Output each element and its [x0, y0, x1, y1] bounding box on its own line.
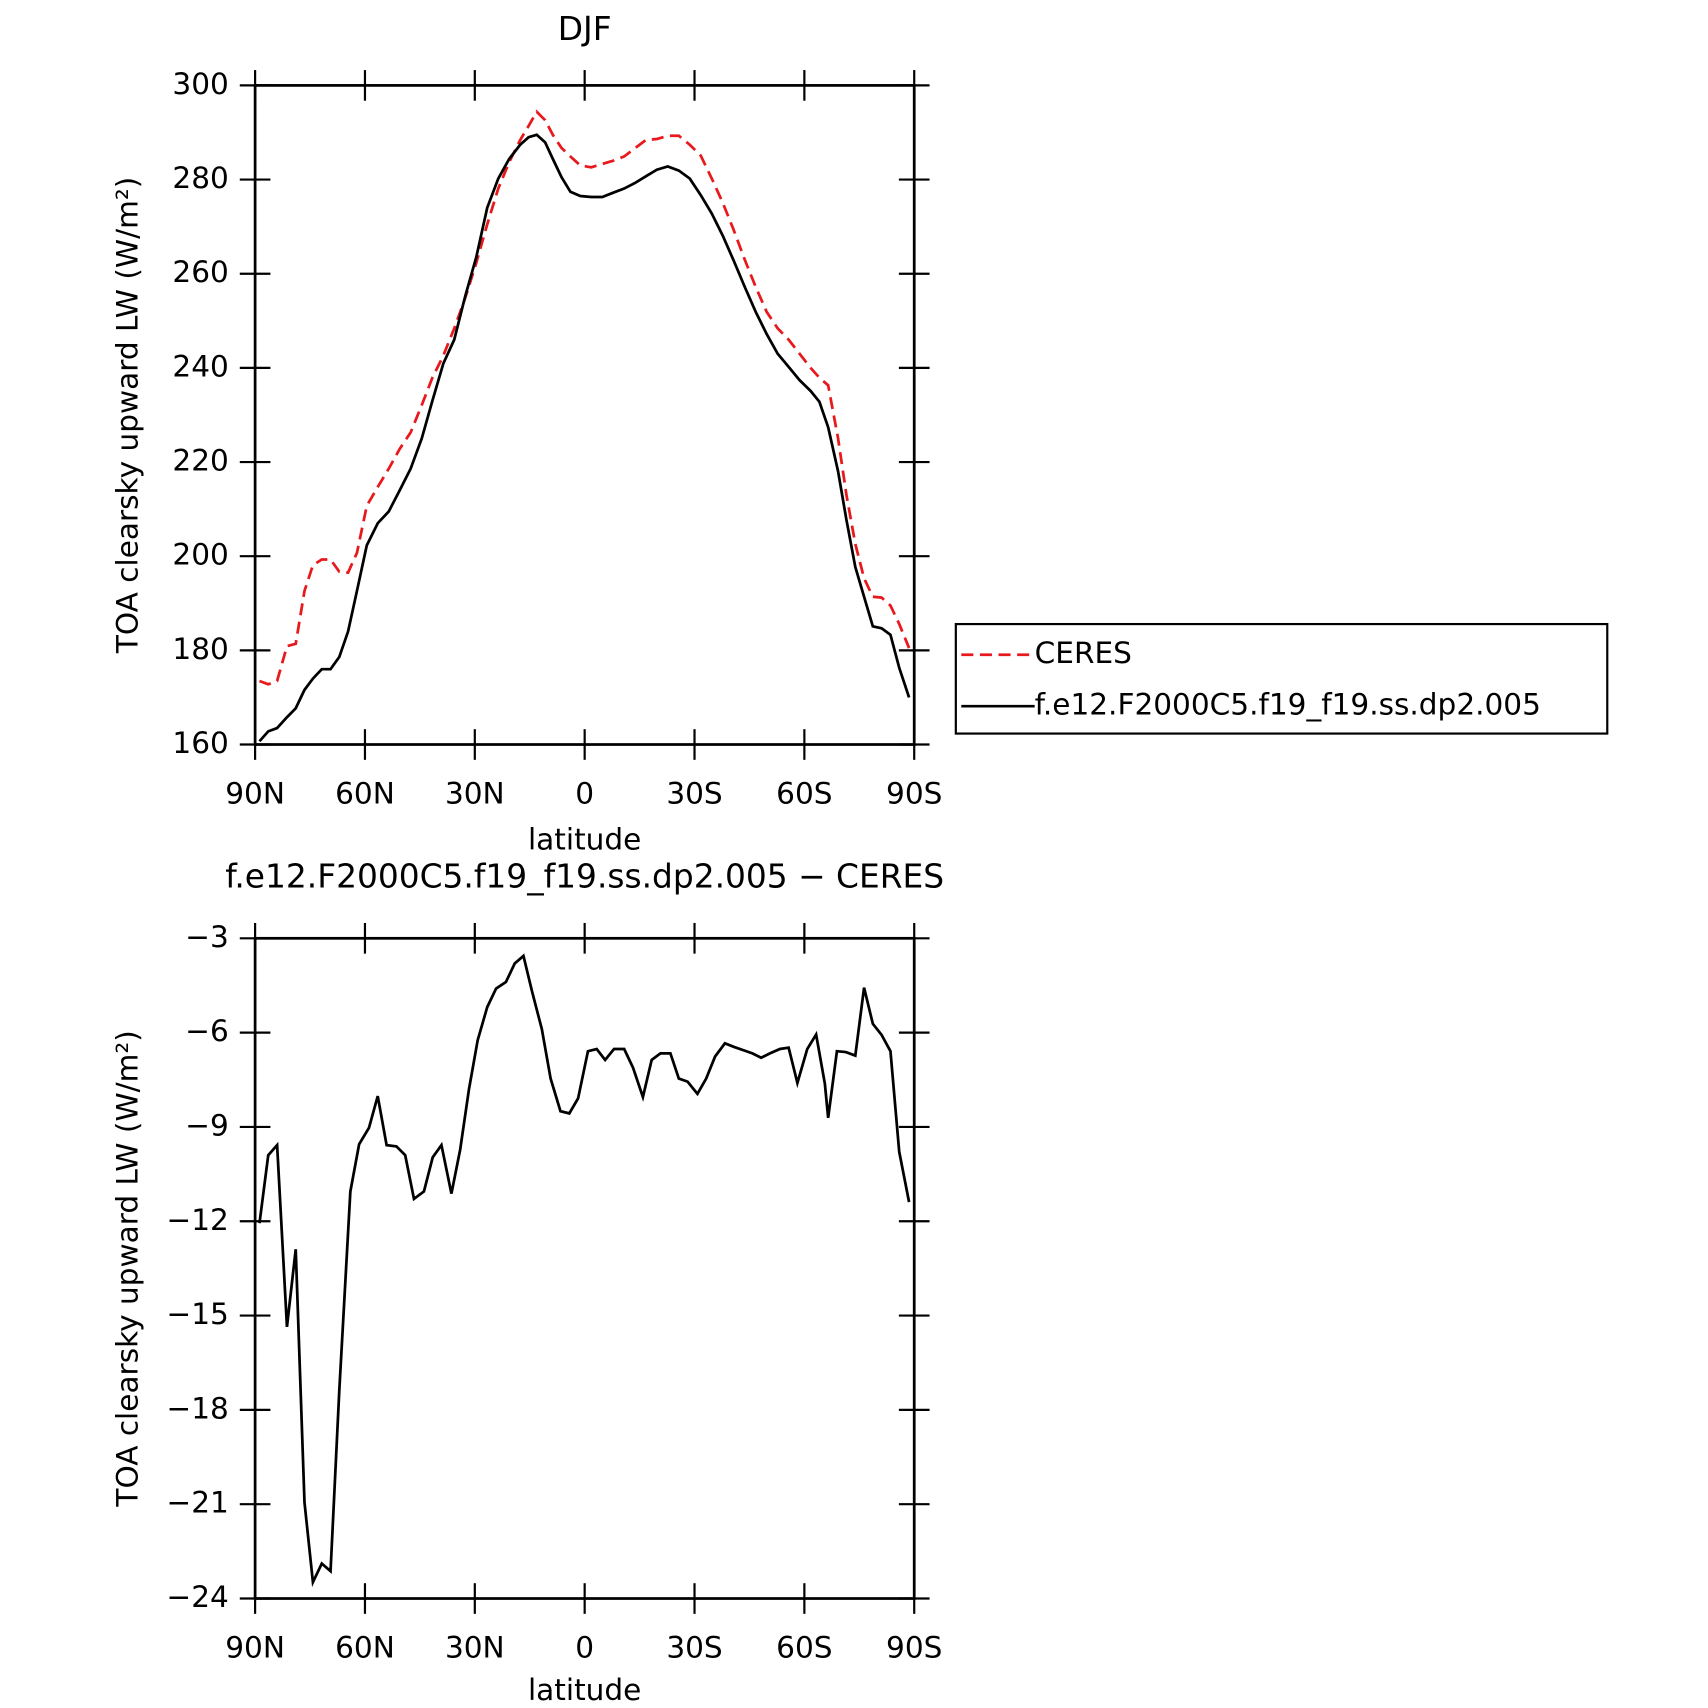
y-axis-label: TOA clearsky upward LW (W/m²) — [111, 177, 145, 654]
y-tick-label: −24 — [166, 1580, 228, 1614]
y-tick-label: 200 — [172, 538, 228, 572]
y-tick-label: 300 — [172, 67, 228, 101]
x-tick-label: 60N — [335, 776, 395, 810]
y-tick-label: −12 — [166, 1203, 228, 1237]
y-tick-label: −3 — [185, 920, 229, 954]
x-tick-label: 0 — [575, 776, 594, 810]
legend-box — [954, 622, 1609, 735]
y-tick-label: 160 — [172, 726, 228, 760]
y-tick-label: 220 — [172, 444, 228, 478]
x-tick-label: 90N — [225, 776, 285, 810]
x-tick-label: 30N — [445, 1630, 505, 1664]
x-tick-label: 0 — [575, 1630, 594, 1664]
y-tick-label: 260 — [172, 255, 228, 289]
chart-title: f.e12.F2000C5.f19_f19.ss.dp2.005 − CERES — [225, 858, 944, 896]
plot-frame — [253, 936, 916, 1600]
y-tick-label: −18 — [166, 1391, 228, 1425]
x-tick-label: 90N — [225, 1630, 285, 1664]
data-line — [258, 953, 911, 1588]
x-tick-label: 60S — [776, 776, 832, 810]
x-tick-label: 90S — [886, 776, 942, 810]
legend-label: f.e12.F2000C5.f19_f19.ss.dp2.005 — [1035, 688, 1541, 722]
x-axis-label: latitude — [528, 1673, 641, 1707]
y-axis-label: TOA clearsky upward LW (W/m²) — [111, 1030, 145, 1507]
y-tick-label: 280 — [172, 161, 228, 195]
data-line — [258, 133, 911, 743]
chart-title: DJF — [558, 10, 612, 48]
plot-frame — [253, 84, 916, 746]
data-line — [259, 109, 911, 686]
x-tick-label: 30N — [445, 776, 505, 810]
x-tick-label: 90S — [886, 1630, 942, 1664]
y-tick-label: −21 — [166, 1486, 228, 1520]
x-tick-label: 30S — [666, 776, 722, 810]
legend-label: CERES — [1035, 636, 1132, 670]
x-tick-label: 30S — [666, 1630, 722, 1664]
x-axis-label: latitude — [528, 822, 641, 856]
x-tick-label: 60N — [335, 1630, 395, 1664]
y-tick-label: 180 — [172, 632, 228, 666]
y-tick-label: −15 — [166, 1297, 228, 1331]
y-tick-label: −9 — [185, 1108, 229, 1142]
y-tick-label: 240 — [172, 349, 228, 383]
y-tick-label: −6 — [185, 1014, 229, 1048]
x-tick-label: 60S — [776, 1630, 832, 1664]
